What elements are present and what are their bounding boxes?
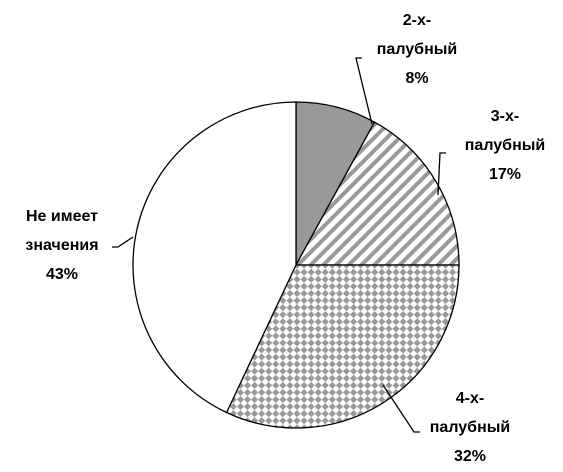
leader-line [382,384,420,433]
value-label: 43% [45,266,79,283]
slice-label: 4-х-палубный 32% [408,384,532,471]
leader-lines [112,57,446,433]
value-label: 17% [488,166,522,183]
slice-label: 3-х-палубный 17% [440,102,563,189]
slice-label: Не имеет значения 43% [0,202,124,289]
category-name: Не имеет значения [25,208,99,254]
slice-label: 2-х-палубный 8% [358,6,476,93]
pie-slice [225,264,460,429]
leader-line [355,57,373,125]
leader-line [112,236,134,248]
category-name: 3-х-палубный [464,108,546,154]
pie-slice [132,101,297,414]
category-name: 2-х-палубный [376,12,458,58]
value-label: 8% [405,70,429,87]
pie-slice [294,121,460,266]
value-label: 32% [453,448,487,465]
category-name: 4-х-палубный [429,390,511,436]
leader-line [437,152,446,196]
